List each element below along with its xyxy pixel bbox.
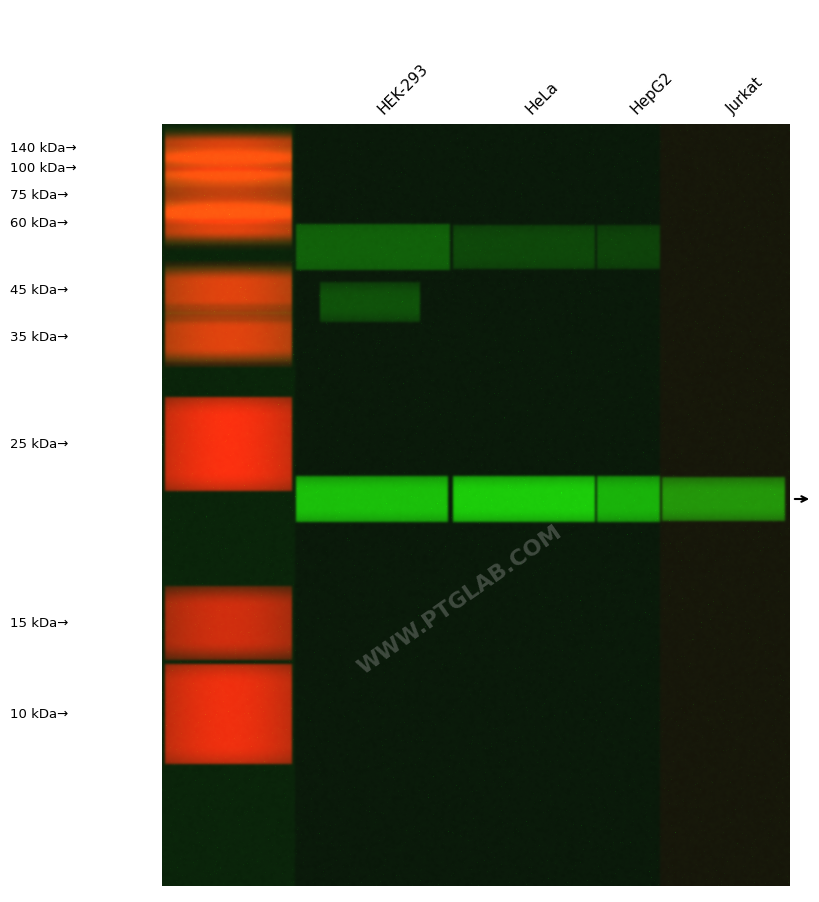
Text: 140 kDa→: 140 kDa→ [10, 142, 76, 154]
Text: 10 kDa→: 10 kDa→ [10, 708, 68, 721]
Text: HepG2: HepG2 [627, 69, 675, 117]
Text: 15 kDa→: 15 kDa→ [10, 617, 68, 630]
Text: 35 kDa→: 35 kDa→ [10, 331, 68, 345]
Text: WWW.PTGLAB.COM: WWW.PTGLAB.COM [354, 521, 565, 677]
Text: HEK-293: HEK-293 [374, 61, 431, 117]
Text: 100 kDa→: 100 kDa→ [10, 161, 76, 174]
Text: 60 kDa→: 60 kDa→ [10, 217, 68, 230]
Text: HeLa: HeLa [523, 78, 560, 117]
Text: 45 kDa→: 45 kDa→ [10, 284, 68, 297]
Text: 75 kDa→: 75 kDa→ [10, 189, 68, 202]
Text: Jurkat: Jurkat [723, 75, 765, 117]
Text: 25 kDa→: 25 kDa→ [10, 438, 68, 451]
